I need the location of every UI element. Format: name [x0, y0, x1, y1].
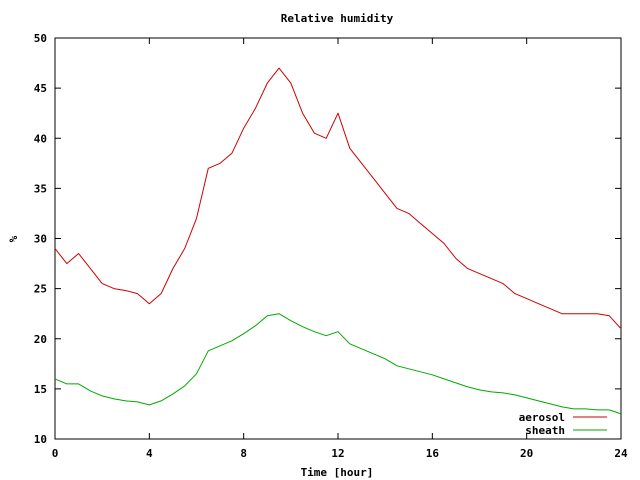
y-axis-title: %	[7, 235, 20, 242]
x-tick-label: 16	[426, 447, 440, 460]
x-tick-label: 24	[614, 447, 628, 460]
series-layer	[54, 67, 622, 415]
x-tick-label: 20	[520, 447, 533, 460]
x-axis: 0 4 8 12 16 20 24	[52, 38, 628, 460]
x-tick-label: 4	[146, 447, 153, 460]
y-tick-label: 15	[34, 383, 47, 396]
x-axis-title: Time [hour]	[301, 466, 374, 479]
legend-label-aerosol: aerosol	[519, 411, 565, 424]
x-tick-label: 8	[240, 447, 247, 460]
y-tick-label: 25	[34, 283, 47, 296]
x-tick-label: 0	[52, 447, 59, 460]
y-axis: 10 15 20 25 30 35 40 45 50	[34, 32, 621, 446]
series-line-aerosol	[54, 67, 622, 330]
y-tick-label: 10	[34, 433, 47, 446]
y-tick-label: 40	[34, 132, 47, 145]
y-tick-label: 30	[34, 233, 47, 246]
plot-frame	[54, 37, 622, 440]
legend-label-sheath: sheath	[525, 424, 565, 437]
x-tick-label: 12	[331, 447, 344, 460]
chart-title: Relative humidity	[281, 12, 394, 25]
y-tick-label: 50	[34, 32, 47, 45]
y-tick-label: 35	[34, 182, 47, 195]
y-tick-label: 45	[34, 82, 47, 95]
y-tick-label: 20	[34, 333, 47, 346]
series-line-sheath	[54, 313, 622, 415]
